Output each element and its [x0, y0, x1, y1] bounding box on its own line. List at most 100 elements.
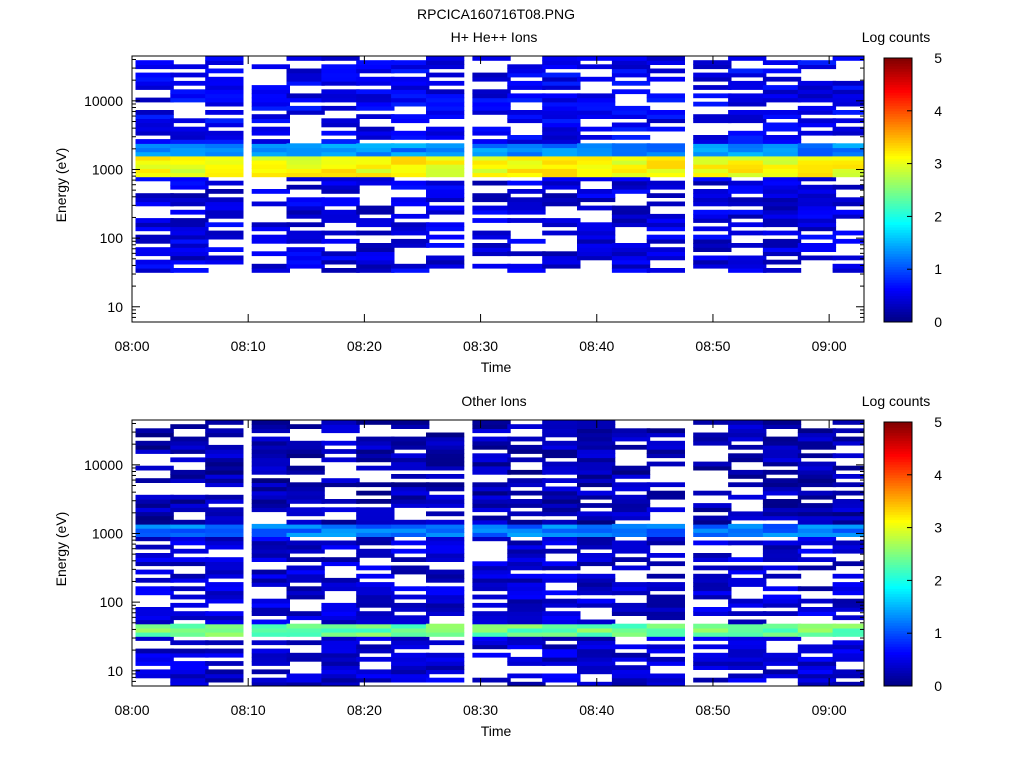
data-cell	[728, 565, 767, 571]
data-cell	[728, 598, 767, 604]
data-cell	[507, 561, 546, 567]
data-cell	[391, 436, 430, 442]
data-cell	[170, 661, 209, 666]
colorbar-swatch	[884, 248, 912, 252]
data-cell	[251, 440, 290, 446]
data-cell	[507, 172, 546, 178]
data-cell	[251, 611, 290, 616]
data-cell	[426, 110, 465, 115]
colorbar-swatch	[884, 672, 912, 676]
colorbar-swatch	[884, 73, 912, 77]
data-cell	[205, 155, 244, 161]
data-cell	[507, 424, 546, 429]
data-cell	[797, 189, 837, 194]
data-cell	[507, 201, 546, 207]
data-cell	[426, 172, 465, 178]
data-cell	[507, 656, 546, 662]
colorbar-swatch	[884, 145, 912, 149]
data-cell	[472, 569, 511, 575]
data-cell	[321, 68, 360, 74]
data-cell	[135, 519, 174, 525]
data-cell	[426, 586, 465, 592]
data-cell	[542, 469, 581, 475]
data-cell	[507, 444, 546, 450]
data-cell	[577, 528, 616, 533]
data-cell	[286, 677, 325, 683]
data-cell	[762, 93, 802, 99]
data-cell	[542, 80, 581, 86]
data-cell	[762, 652, 802, 658]
data-cell	[611, 665, 651, 670]
data-cell	[170, 665, 209, 670]
data-cell	[286, 105, 325, 111]
data-cell	[693, 623, 732, 629]
data-cell	[797, 201, 837, 207]
data-cell	[205, 159, 244, 165]
data-cell	[321, 97, 360, 103]
data-cell	[472, 573, 511, 579]
data-cell	[356, 205, 395, 211]
data-cell	[693, 189, 732, 194]
data-cell	[251, 494, 290, 500]
data-cell	[762, 602, 802, 608]
data-cell	[251, 420, 290, 425]
data-cell	[728, 201, 767, 207]
colorbar-swatch	[884, 81, 912, 85]
data-cell	[472, 193, 511, 198]
data-cell	[646, 681, 685, 686]
colorbar-swatch	[884, 153, 912, 157]
panel-title: Other Ions	[461, 393, 526, 409]
data-cell	[646, 636, 685, 641]
data-cell	[205, 230, 244, 236]
data-cell	[797, 444, 837, 450]
data-cell	[391, 486, 430, 492]
colorbar-swatch	[884, 211, 912, 215]
data-cell	[728, 101, 767, 107]
colorbar-swatch	[884, 118, 912, 122]
data-cell	[646, 607, 685, 612]
data-cell	[170, 648, 209, 654]
data-cell	[426, 453, 465, 459]
data-cell	[542, 130, 581, 136]
data-cell	[762, 193, 802, 198]
data-cell	[542, 511, 581, 517]
data-cell	[577, 648, 616, 654]
data-cell	[170, 135, 209, 140]
colorbar-swatch	[884, 543, 912, 547]
data-cell	[321, 139, 360, 144]
data-cell	[472, 209, 511, 215]
data-cell	[832, 673, 864, 679]
data-cell	[205, 118, 244, 124]
data-cell	[472, 486, 511, 492]
colorbar-swatch	[884, 609, 912, 613]
data-cell	[507, 673, 546, 679]
data-cell	[728, 180, 767, 186]
data-cell	[577, 503, 616, 508]
data-cell	[205, 457, 244, 463]
data-cell	[507, 573, 546, 579]
data-cell	[577, 515, 616, 521]
data-cell	[170, 172, 209, 178]
data-cell	[472, 619, 511, 625]
data-cell	[251, 648, 290, 654]
data-cell	[646, 428, 685, 434]
data-cell	[762, 180, 802, 186]
data-cell	[356, 135, 395, 140]
data-cell	[286, 440, 325, 446]
data-cell	[426, 602, 465, 608]
data-cell	[507, 436, 546, 442]
data-cell	[611, 528, 651, 533]
data-cell	[170, 499, 209, 504]
data-cell	[542, 56, 581, 61]
data-cell	[542, 164, 581, 169]
data-cell	[693, 197, 732, 203]
data-cell	[472, 139, 511, 144]
colorbar-swatch	[884, 548, 912, 552]
data-cell	[321, 615, 360, 621]
data-cell	[356, 519, 395, 525]
data-cell	[762, 490, 802, 496]
data-cell	[391, 503, 430, 508]
y-tick-label: 100	[100, 230, 124, 246]
colorbar-swatch	[884, 274, 912, 278]
data-cell	[135, 449, 174, 454]
